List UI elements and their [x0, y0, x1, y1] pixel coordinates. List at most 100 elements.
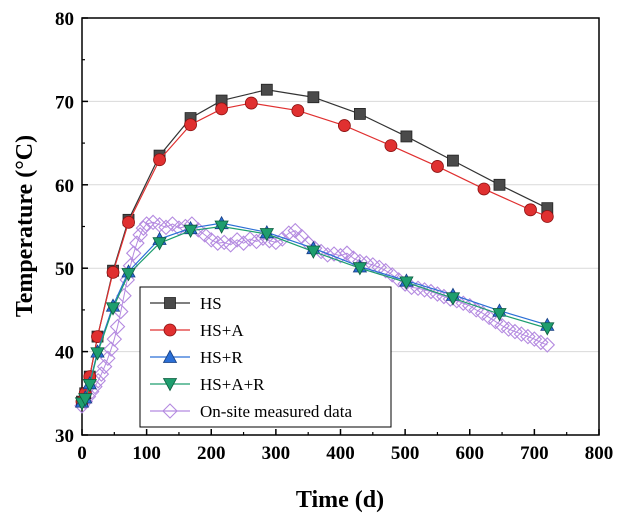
- x-tick-label: 400: [326, 443, 355, 464]
- legend-label: HS+A: [200, 321, 244, 340]
- data-point: [337, 119, 351, 132]
- data-point: [138, 216, 155, 232]
- series-line-3: [81, 225, 548, 404]
- data-point: [119, 272, 136, 288]
- y-tick-label: 30: [55, 426, 74, 447]
- x-axis-title: Time (d): [296, 487, 384, 513]
- data-point: [260, 83, 273, 96]
- data-point: [132, 227, 148, 243]
- data-point: [352, 262, 368, 276]
- x-tick-label: 200: [197, 443, 226, 464]
- data-point: [524, 203, 537, 217]
- legend-item-2: HS+R: [150, 348, 243, 367]
- data-point: [384, 267, 400, 283]
- x-tick-label: 600: [456, 443, 485, 464]
- legend-item-1: HS+A: [150, 321, 244, 340]
- data-point: [431, 160, 444, 173]
- data-point: [183, 224, 198, 239]
- data-point: [78, 393, 93, 407]
- data-point: [215, 102, 228, 116]
- data-point: [109, 318, 126, 335]
- data-point: [477, 182, 491, 196]
- data-point: [135, 220, 152, 236]
- x-tick-label: 0: [77, 443, 87, 464]
- legend-marker: [162, 403, 178, 419]
- x-axis: 0 100 200 300 400 500 600 700 800: [77, 429, 613, 464]
- data-point: [235, 235, 252, 251]
- data-point: [399, 276, 414, 290]
- data-point: [103, 341, 119, 357]
- data-point: [82, 379, 97, 393]
- data-point: [184, 118, 197, 132]
- legend: HS HS+A HS+R HS+A+R On-site measured data: [139, 286, 392, 428]
- legend-item-3: HS+A+R: [150, 375, 265, 394]
- x-tick-label: 300: [262, 443, 291, 464]
- data-point: [384, 139, 398, 153]
- data-point: [125, 245, 142, 261]
- data-point: [326, 246, 342, 262]
- data-point: [222, 237, 239, 253]
- data-point: [540, 322, 555, 336]
- data-point: [274, 231, 291, 247]
- data-point: [400, 130, 413, 143]
- data-point: [291, 104, 305, 117]
- series-layer: [74, 83, 556, 414]
- legend-label: On-site measured data: [200, 402, 352, 421]
- legend-item-4: On-site measured data: [150, 402, 352, 421]
- legend-marker: [163, 323, 177, 337]
- legend-label: HS: [200, 294, 222, 313]
- x-tick-label: 800: [585, 443, 614, 464]
- legend-item-0: HS: [150, 294, 222, 313]
- data-point: [152, 237, 167, 251]
- data-point: [90, 347, 105, 361]
- y-tick-label: 50: [55, 259, 74, 280]
- data-point: [268, 234, 284, 251]
- legend-marker: [162, 378, 178, 392]
- data-point: [122, 215, 135, 229]
- data-point: [209, 235, 226, 251]
- data-point: [261, 232, 278, 249]
- data-point: [307, 91, 320, 104]
- data-point: [164, 216, 181, 232]
- y-tick-label: 40: [55, 343, 74, 364]
- series-3: [74, 220, 555, 411]
- data-point: [214, 220, 229, 234]
- legend-label: HS+A+R: [200, 375, 265, 394]
- y-tick-label: 60: [55, 176, 74, 197]
- data-point: [106, 331, 123, 347]
- x-tick-label: 100: [132, 443, 161, 464]
- data-point: [474, 305, 491, 322]
- data-point: [248, 233, 265, 250]
- y-tick-label: 70: [55, 92, 74, 113]
- y-tick-label: 80: [55, 9, 74, 30]
- data-point: [493, 178, 506, 191]
- data-point: [492, 308, 507, 322]
- data-point: [244, 96, 258, 110]
- legend-marker: [162, 349, 178, 363]
- legend-label: HS+R: [200, 348, 243, 367]
- x-tick-label: 700: [520, 443, 549, 464]
- data-point: [353, 108, 366, 120]
- data-point: [259, 228, 274, 242]
- legend-marker: [164, 297, 176, 309]
- data-point: [377, 262, 394, 279]
- data-point: [197, 227, 213, 243]
- data-point: [539, 337, 556, 353]
- data-point: [158, 219, 174, 236]
- data-point: [153, 153, 166, 167]
- data-point: [121, 268, 136, 282]
- series-1: [75, 96, 554, 409]
- data-point: [339, 245, 355, 261]
- data-point: [105, 302, 121, 316]
- data-point: [447, 154, 459, 167]
- data-point: [332, 247, 349, 264]
- x-tick-label: 500: [391, 443, 420, 464]
- data-point: [106, 265, 120, 279]
- data-point: [540, 210, 554, 223]
- data-point: [306, 245, 321, 259]
- data-point: [461, 297, 478, 314]
- y-axis-title: Temperature (°C): [12, 135, 38, 317]
- data-point: [445, 292, 461, 306]
- y-axis: 30 40 50 60 70 80: [55, 9, 88, 447]
